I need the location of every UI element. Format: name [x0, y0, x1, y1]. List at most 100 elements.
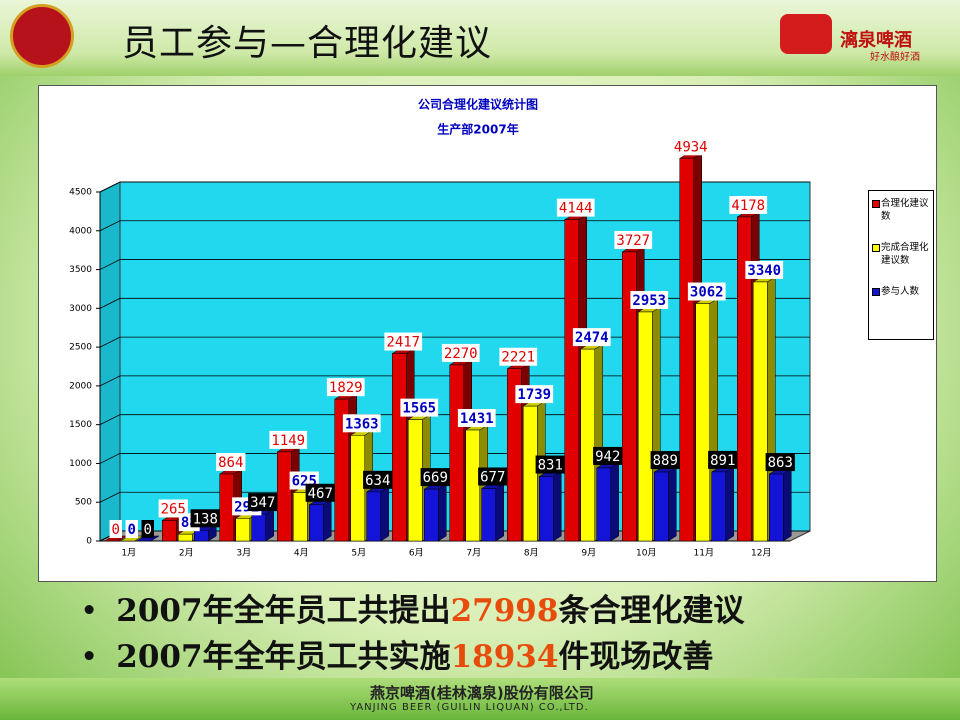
value-label-bg: [400, 398, 439, 417]
logo-main: 漓泉啤酒: [840, 30, 912, 51]
value-label: 1149: [271, 433, 305, 449]
value-label-bg: [158, 499, 188, 518]
bar: [768, 468, 793, 542]
bar-front: [523, 405, 538, 542]
bullet: 2007年全年员工共提出27998条合理化建议: [80, 588, 744, 634]
value-label-bg: [499, 347, 538, 366]
value-label-bg: [535, 455, 565, 474]
value-label-bg: [326, 378, 365, 397]
x-tick-label: 6月: [409, 548, 424, 559]
bar-side: [323, 499, 332, 542]
value-label-bg: [650, 451, 680, 470]
legend-item: 参与人数: [871, 285, 931, 298]
bar: [365, 486, 390, 542]
bar-front: [564, 219, 579, 542]
x-tick-label: 11月: [694, 548, 714, 559]
bar: [538, 471, 563, 542]
bar: [423, 483, 448, 542]
bullet-highlight: 18934: [450, 639, 559, 675]
x-tick-label: 4月: [294, 548, 309, 559]
y-tick-label: 3000: [69, 304, 92, 314]
bar-front: [392, 353, 407, 542]
bar-front: [194, 530, 209, 542]
logo: 漓泉啤酒 好水酿好酒: [770, 12, 940, 63]
bar-front: [481, 488, 496, 542]
footer-company: 燕京啤酒(桂林漓泉)股份有限公司: [370, 684, 594, 702]
value-label: 942: [595, 449, 620, 465]
value-label: 2474: [575, 330, 609, 346]
value-label: 4178: [731, 198, 765, 214]
bar-side: [380, 486, 389, 542]
value-label-bg: [269, 430, 308, 449]
value-label-bg: [478, 467, 508, 486]
legend-swatch: [872, 288, 880, 296]
bar-front: [235, 518, 250, 542]
value-label: 3727: [616, 233, 650, 249]
value-label-bg: [342, 414, 381, 433]
value-label-bg: [141, 520, 154, 538]
value-label-bg: [441, 343, 480, 362]
bullet-text: 条合理化建议: [558, 593, 745, 629]
x-tick-label: 3月: [236, 548, 251, 559]
value-label-bg: [457, 409, 496, 428]
bar-front: [622, 251, 637, 542]
bar-side: [668, 466, 677, 542]
bar: [480, 483, 505, 542]
header: 员工参与—合理化建议 漓泉啤酒 好水酿好酒: [0, 0, 960, 76]
slide-title: 员工参与—合理化建议: [122, 23, 493, 64]
logo-sub: 好水酿好酒: [870, 52, 920, 63]
x-tick-label: 12月: [751, 548, 771, 559]
y-tick-label: 1000: [69, 459, 92, 469]
value-label: 3062: [690, 285, 724, 301]
bar-front: [679, 158, 694, 542]
value-label-bg: [109, 520, 122, 538]
x-tick-label: 9月: [581, 548, 596, 559]
bar-front: [334, 398, 349, 542]
value-label: 2417: [386, 335, 420, 351]
value-label-bg: [572, 328, 611, 347]
bar-side: [610, 462, 619, 542]
value-label-bg: [420, 468, 450, 487]
value-label: 634: [365, 473, 390, 489]
bullet-text: 2007年全年员工共提出: [116, 593, 451, 629]
x-tick-label: 2月: [179, 548, 194, 559]
value-label: 864: [218, 455, 243, 471]
value-label-bg: [190, 509, 220, 528]
bar-side: [725, 466, 734, 542]
y-tick-label: 4500: [69, 188, 92, 198]
legend-swatch: [872, 200, 880, 208]
chart-title: 公司合理化建议统计图: [418, 97, 538, 112]
y-tick-label: 1500: [69, 420, 92, 430]
bar-front: [654, 471, 669, 542]
legend-label: 参与人数: [881, 286, 920, 297]
bar-front: [424, 488, 439, 542]
legend-swatch: [872, 244, 880, 252]
value-label-bg: [384, 332, 423, 351]
value-label-bg: [614, 230, 653, 249]
value-label: 1739: [517, 387, 551, 403]
bar-front: [309, 504, 324, 542]
value-label-bg: [363, 470, 393, 489]
bar-front: [162, 520, 177, 542]
bar-front: [769, 473, 784, 542]
value-label: 347: [250, 495, 275, 511]
bar-front: [449, 364, 464, 542]
value-label: 138: [193, 511, 218, 527]
side-wall: [99, 181, 121, 542]
x-tick-label: 10月: [636, 548, 656, 559]
bullet: 2007年全年员工共实施18934件现场改善: [80, 634, 744, 680]
legend-item: 完成合理化建议数: [871, 241, 931, 267]
value-label: 1829: [329, 380, 363, 396]
y-tick-label: 2000: [69, 381, 92, 391]
value-label: 891: [710, 453, 735, 469]
value-label: 831: [538, 458, 563, 474]
legend-label: 完成合理化建议数: [881, 242, 929, 266]
value-label-bg: [745, 260, 784, 279]
bar-front: [638, 311, 653, 542]
value-label: 1565: [402, 401, 436, 417]
bar-side: [783, 468, 792, 542]
bar-front: [277, 451, 292, 542]
bullet-highlight: 27998: [450, 593, 559, 629]
bar-front: [293, 492, 308, 542]
